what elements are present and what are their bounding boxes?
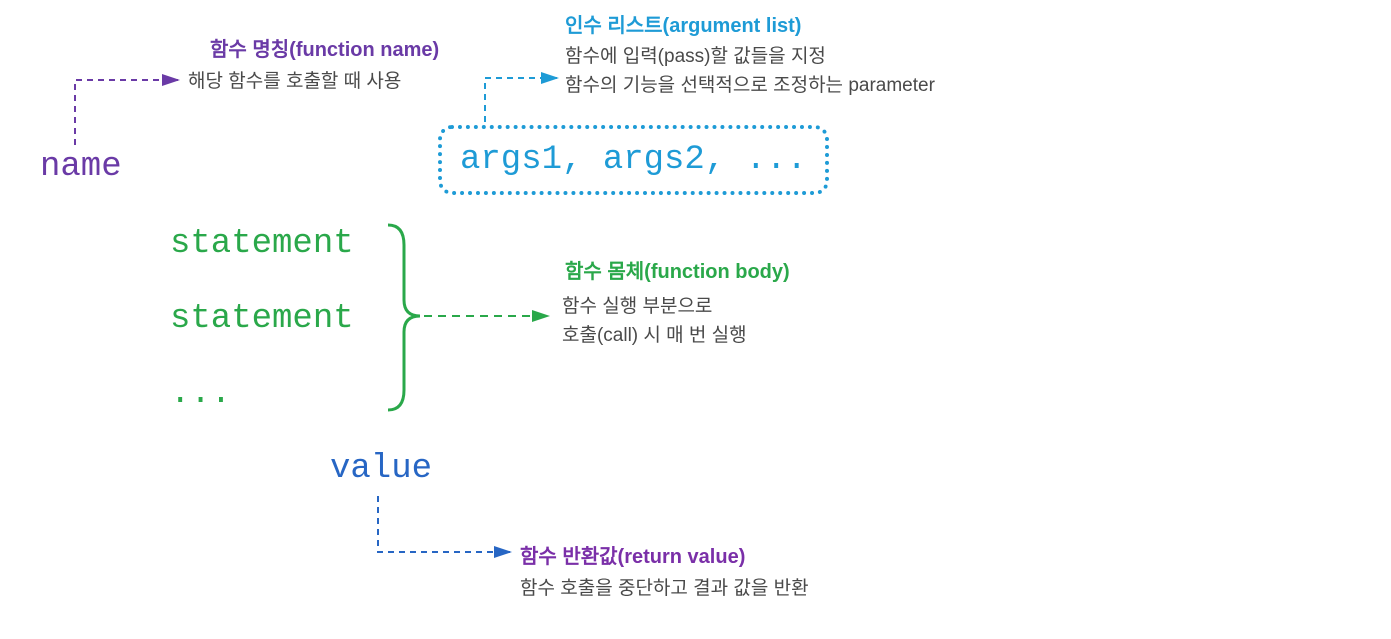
- annotation-args-text: 함수에 입력(pass)할 값들을 지정 함수의 기능을 선택적으로 조정하는 …: [565, 43, 935, 100]
- annotation-return-title: 함수 반환값(return value): [520, 540, 745, 569]
- annotation-body-text-2: 호출(call) 시 매 번 실행: [562, 325, 747, 346]
- annotation-return-text: 함수 호출을 중단하고 결과 값을 반환: [520, 575, 809, 604]
- annotation-args-text-2: 함수의 기능을 선택적으로 조정하는 parameter: [565, 75, 935, 96]
- annotation-body-text-1: 함수 실행 부분으로: [562, 296, 712, 317]
- annotation-name-title: 함수 명칭(function name): [210, 33, 439, 62]
- code-value: value: [330, 450, 432, 488]
- arrow-args-path: [485, 78, 557, 122]
- annotation-body-text: 함수 실행 부분으로 호출(call) 시 매 번 실행: [562, 293, 747, 350]
- code-args-text: args1, args2, ...: [460, 141, 807, 179]
- code-statement-2: statement: [170, 300, 354, 338]
- code-statement-3: ...: [170, 375, 231, 413]
- code-statement-1: statement: [170, 225, 354, 263]
- annotation-args-title: 인수 리스트(argument list): [565, 9, 801, 38]
- annotation-args-text-1: 함수에 입력(pass)할 값들을 지정: [565, 46, 826, 67]
- arrow-return-path: [378, 496, 510, 552]
- code-name: name: [40, 148, 122, 186]
- annotation-name-text: 해당 함수를 호출할 때 사용: [188, 68, 401, 97]
- arrow-name-path: [75, 80, 178, 145]
- body-bracket: [388, 225, 420, 410]
- code-args-box: args1, args2, ...: [438, 125, 829, 195]
- annotation-body-title: 함수 몸체(function body): [565, 255, 790, 284]
